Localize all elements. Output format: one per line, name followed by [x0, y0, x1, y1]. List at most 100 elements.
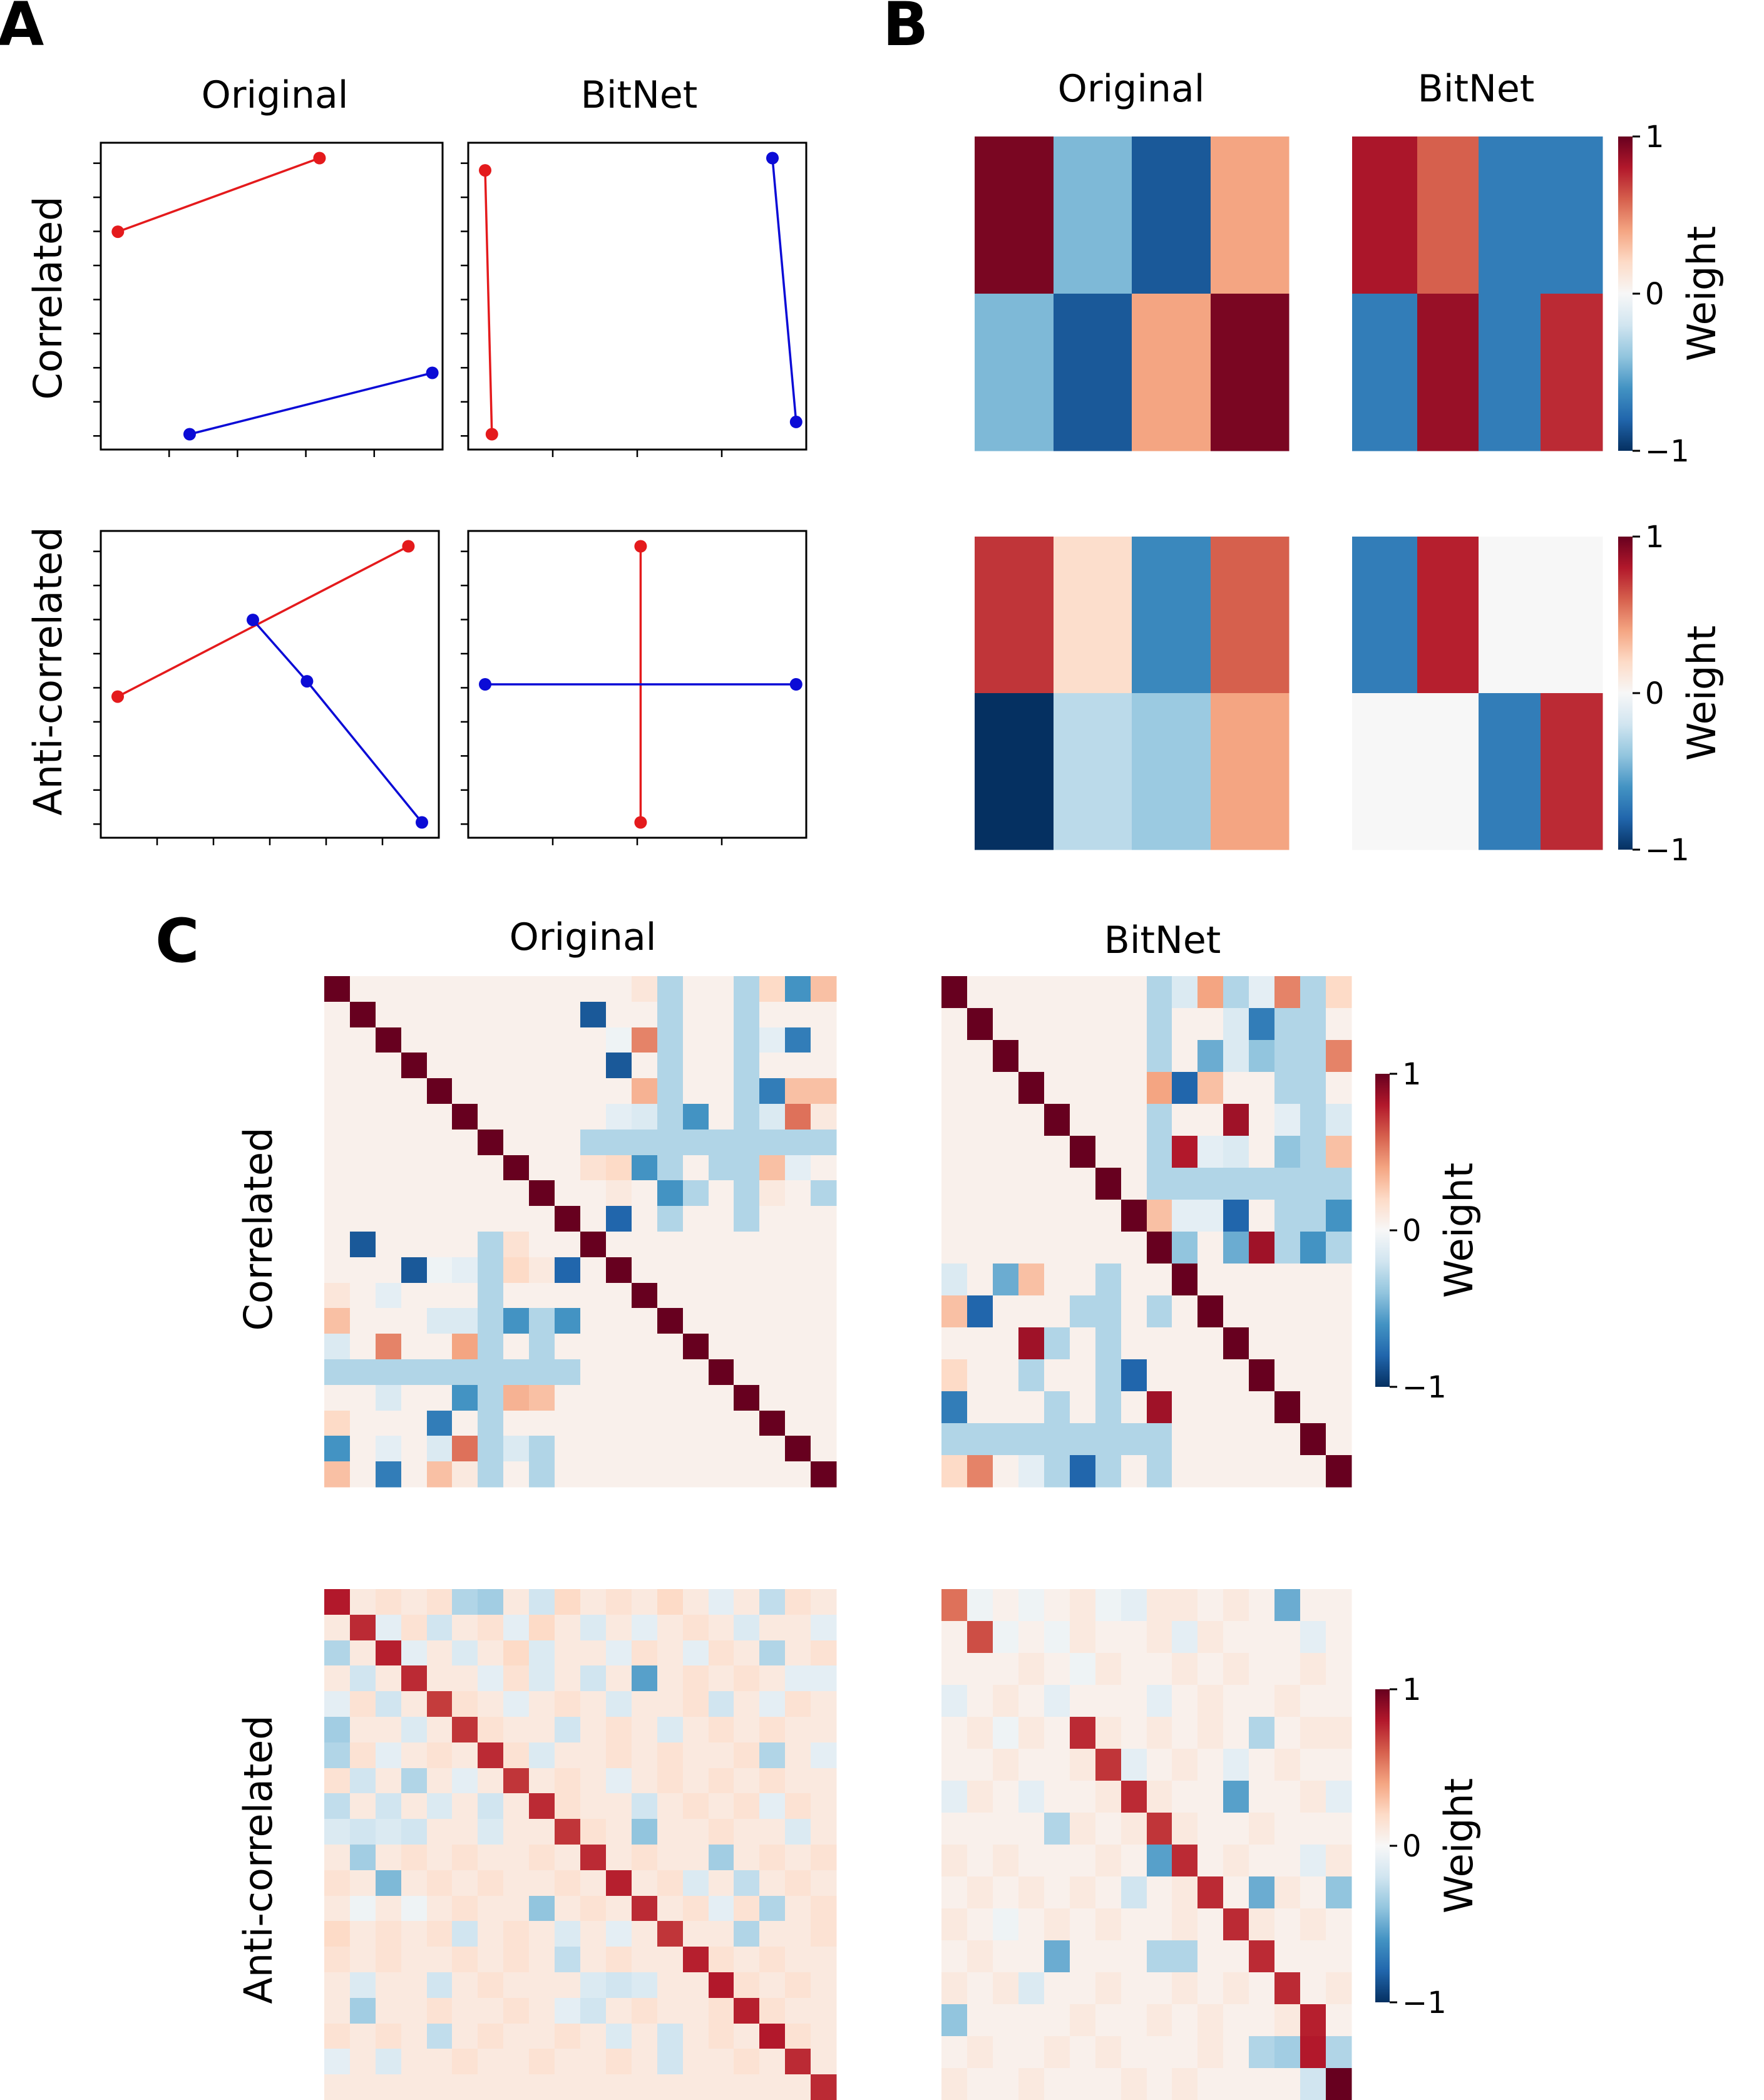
heatmap-cell: [1095, 1876, 1122, 1909]
heatmap-cell: [1197, 1168, 1224, 1200]
heatmap-cell: [1223, 1232, 1249, 1264]
heatmap-cell: [1172, 976, 1198, 1009]
heatmap-cell: [1070, 1104, 1096, 1136]
heatmap-cell: [993, 1455, 1019, 1488]
heatmap-cell: [1223, 1359, 1249, 1392]
heatmap-cell: [529, 1283, 555, 1309]
heatmap-cell: [376, 1665, 402, 1692]
heatmap-cell: [503, 1104, 530, 1130]
heatmap-cell: [529, 1359, 555, 1386]
heatmap-cell: [683, 1768, 709, 1794]
panel-c-title-original: Original: [510, 915, 657, 959]
heatmap-cell: [1044, 1685, 1070, 1717]
heatmap-cell: [1070, 1876, 1096, 1909]
heatmap-cell: [811, 1078, 837, 1104]
heatmap-cell: [503, 1002, 530, 1028]
heatmap-cell: [555, 1742, 581, 1769]
colorbar-tick-label: 0: [1645, 277, 1664, 312]
heatmap-cell: [555, 1257, 581, 1284]
heatmap-cell: [1018, 976, 1045, 1009]
blue-series-point: [789, 415, 803, 428]
heatmap-cell: [503, 1615, 530, 1641]
heatmap-cell: [632, 1947, 658, 1973]
heatmap-cell: [503, 1385, 530, 1411]
heatmap-cell: [1147, 1717, 1172, 1749]
heatmap-cell: [606, 1972, 632, 1999]
heatmap-cell: [555, 1615, 581, 1641]
heatmap-cell: [683, 1436, 709, 1462]
heatmap-cell: [580, 1104, 607, 1130]
heatmap-cell: [1326, 1717, 1352, 1749]
heatmap-cell: [580, 1870, 607, 1897]
heatmap-cell: [324, 2074, 351, 2100]
heatmap-cell: [350, 1717, 376, 1743]
heatmap-cell: [503, 1793, 530, 1819]
heatmap-cell: [452, 1947, 478, 1973]
heatmap-cell: [1274, 1653, 1301, 1686]
heatmap-cell: [683, 1793, 709, 1819]
heatmap-cell: [324, 1180, 351, 1207]
heatmap-cell: [1211, 136, 1290, 294]
heatmap-cell: [657, 1640, 684, 1666]
heatmap-cell: [401, 1283, 428, 1309]
heatmap-cell: [1018, 1589, 1045, 1622]
heatmap-cell: [1274, 1359, 1301, 1392]
heatmap-cell: [350, 1665, 376, 1692]
heatmap-cell: [811, 1640, 837, 1666]
heatmap-cell: [324, 1589, 351, 1615]
heatmap-cell: [1095, 1295, 1122, 1328]
heatmap-cell: [1121, 1621, 1147, 1654]
heatmap-cell: [811, 1665, 837, 1692]
heatmap-cell: [993, 976, 1019, 1009]
panel-a-row-label-correlated: Correlated: [25, 197, 71, 400]
heatmap-cell: [734, 1717, 760, 1743]
heatmap-cell: [975, 693, 1054, 850]
colorbar-tick-label: 1: [1402, 1057, 1422, 1092]
heatmap-cell: [376, 1742, 402, 1769]
heatmap-cell: [709, 1589, 734, 1615]
heatmap-cell: [1147, 1295, 1172, 1328]
heatmap-cell: [657, 1053, 684, 1079]
heatmap-cell: [350, 1334, 376, 1360]
heatmap-cell: [785, 1589, 811, 1615]
heatmap-cell: [1479, 693, 1541, 850]
heatmap-cell: [734, 1615, 760, 1641]
heatmap-cell: [1223, 1072, 1249, 1104]
heatmap-cell: [1018, 1072, 1045, 1104]
heatmap-cell: [1044, 1200, 1070, 1232]
heatmap-cell: [580, 1793, 607, 1819]
heatmap-cell: [401, 1385, 428, 1411]
heatmap-cell: [811, 1742, 837, 1769]
heatmap-cell: [324, 1053, 351, 1079]
heatmap-cell: [1274, 1327, 1301, 1360]
heatmap-cell: [1147, 1908, 1172, 1941]
heatmap-cell: [1121, 2068, 1147, 2100]
heatmap-cell: [452, 1002, 478, 1028]
heatmap-cell: [1172, 1876, 1198, 1909]
heatmap-cell: [1223, 1972, 1249, 2005]
heatmap-cell: [1044, 2068, 1070, 2100]
heatmap-cell: [683, 1155, 709, 1181]
heatmap-cell: [606, 1130, 632, 1156]
heatmap-cell: [452, 1334, 478, 1360]
heatmap-cell: [324, 1998, 351, 2024]
heatmap-cell: [1300, 1845, 1326, 1877]
heatmap-cell: [401, 1002, 428, 1028]
heatmap-cell: [555, 1947, 581, 1973]
heatmap-cell: [811, 1334, 837, 1360]
heatmap-cell: [427, 976, 453, 1002]
heatmap-cell: [1172, 1685, 1198, 1717]
heatmap-cell: [811, 1180, 837, 1207]
heatmap-cell: [1274, 1295, 1301, 1328]
heatmap-cell: [759, 1359, 786, 1386]
heatmap-cell: [811, 1998, 837, 2024]
heatmap-cell: [941, 1168, 968, 1200]
heatmap-cell: [452, 1206, 478, 1232]
heatmap-cell: [1147, 1423, 1172, 1456]
heatmap-cell: [657, 1155, 684, 1181]
heatmap-cell: [350, 1206, 376, 1232]
heatmap-cell: [1274, 1876, 1301, 1909]
heatmap-cell: [427, 1308, 453, 1334]
heatmap-cell: [324, 1461, 351, 1488]
heatmap-cell: [427, 1002, 453, 1028]
